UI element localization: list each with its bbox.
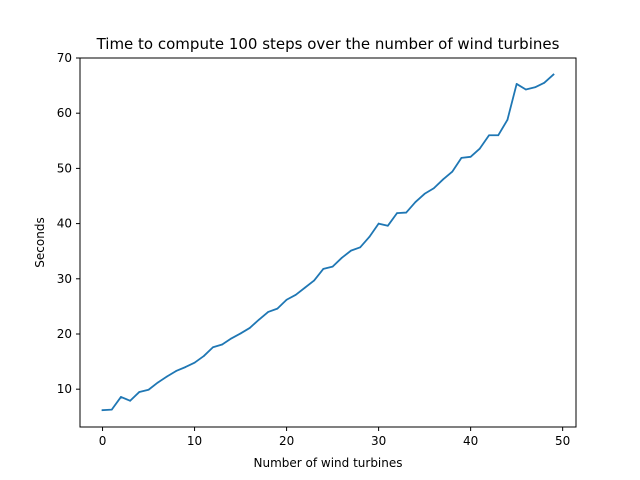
data-point [479, 147, 481, 150]
x-tick-label: 40 [463, 434, 478, 448]
data-point [267, 311, 269, 313]
x-tick-label: 50 [555, 434, 570, 448]
data-point [322, 268, 325, 270]
x-tick-label: 10 [187, 434, 202, 448]
data-point [101, 409, 104, 411]
data-point [469, 156, 472, 158]
data-point [497, 134, 500, 137]
data-point [138, 391, 141, 393]
data-point [534, 86, 536, 89]
data-point [442, 178, 444, 181]
data-point [276, 307, 279, 310]
data-point [396, 212, 398, 214]
series-line [101, 73, 555, 412]
x-tick-label: 30 [371, 434, 386, 448]
data-point [193, 361, 196, 364]
data-point [202, 355, 205, 357]
x-tick-label: 0 [99, 434, 107, 448]
data-point [543, 82, 546, 84]
data-point [129, 399, 131, 402]
data-point [156, 381, 159, 384]
data-point [552, 73, 555, 76]
series-group [101, 73, 555, 412]
data-point [285, 298, 288, 301]
data-point [221, 343, 223, 346]
data-point [248, 327, 251, 329]
data-point [331, 265, 334, 268]
x-axis-label: Number of wind turbines [253, 456, 402, 470]
data-point [414, 201, 417, 203]
axes-background [80, 58, 576, 427]
data-point [166, 375, 168, 378]
y-axis-ticks: 10 20 30 40 50 60 70 [57, 51, 80, 396]
data-point [212, 346, 214, 349]
y-tick-label: 50 [57, 161, 72, 175]
data-point [230, 337, 233, 340]
data-point [405, 211, 408, 214]
y-tick-label: 60 [57, 106, 72, 120]
y-tick-label: 20 [57, 327, 72, 341]
data-point [341, 257, 343, 259]
x-axis-ticks: 0 10 20 30 40 50 [99, 427, 570, 448]
data-point [368, 236, 371, 238]
data-point [506, 119, 509, 121]
data-point [488, 134, 490, 137]
data-point [359, 246, 362, 249]
data-point [350, 249, 352, 252]
axes-frame [79, 57, 577, 428]
chart-title: Time to compute 100 steps over the numbe… [96, 35, 560, 53]
data-point [304, 286, 306, 289]
y-axis-label: Seconds [33, 217, 47, 267]
data-point [423, 192, 426, 195]
x-tick-label: 20 [279, 434, 294, 448]
data-point [451, 170, 454, 173]
data-point [110, 408, 113, 411]
data-point [147, 388, 150, 391]
data-point [387, 225, 389, 227]
y-tick-label: 10 [57, 382, 72, 396]
data-point [184, 366, 187, 368]
data-point [239, 332, 242, 335]
data-point [120, 396, 122, 398]
data-point [515, 83, 518, 85]
data-point [313, 279, 315, 282]
data-point [433, 187, 435, 190]
y-tick-label: 30 [57, 272, 72, 286]
plot-area: 0 10 20 30 40 50 10 20 30 40 50 60 70 [57, 51, 577, 448]
y-tick-label: 70 [57, 51, 72, 65]
data-point [377, 222, 380, 225]
y-tick-label: 40 [57, 217, 72, 231]
data-point [175, 370, 177, 372]
data-point [294, 294, 297, 296]
data-point [460, 157, 463, 159]
data-point [258, 318, 260, 321]
data-point [525, 88, 527, 91]
